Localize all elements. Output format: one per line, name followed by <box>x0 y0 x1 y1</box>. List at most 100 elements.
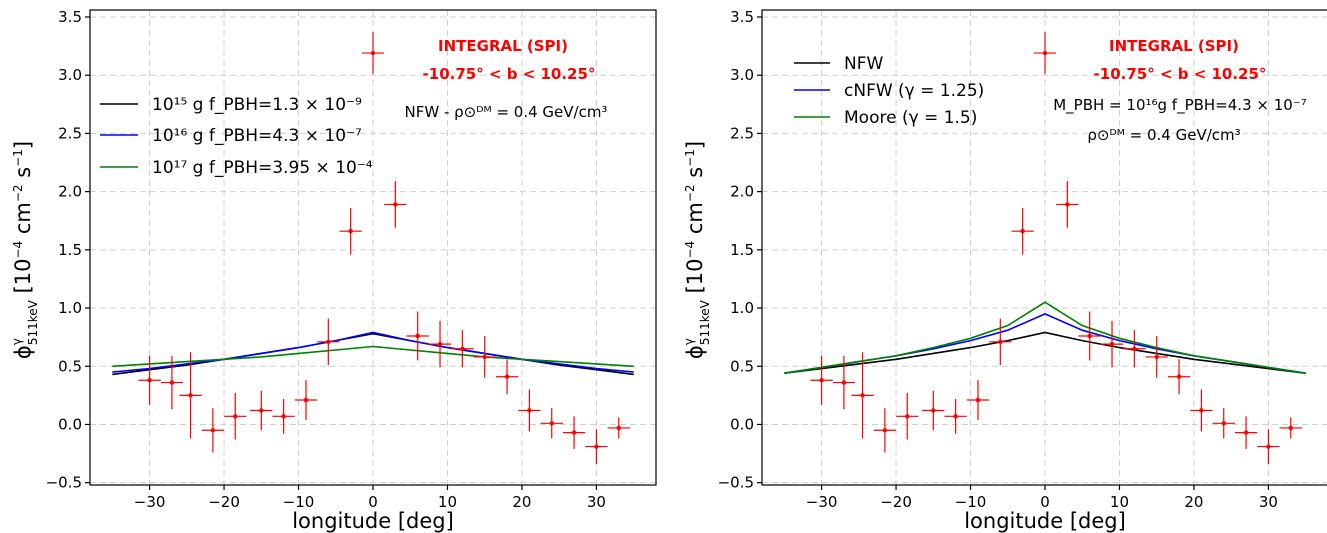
data-marker <box>819 378 824 383</box>
data-point <box>1145 335 1168 378</box>
left-legend: 10¹⁵ g f_PBH=1.3 × 10⁻⁹ 10¹⁶ g f_PBH=4.3… <box>100 95 373 178</box>
y-tick-label: 3.5 <box>730 8 754 26</box>
data-point <box>1257 429 1280 465</box>
data-marker <box>616 425 621 431</box>
legend-label-nfw: NFW <box>844 54 883 74</box>
data-point <box>1056 181 1079 228</box>
data-marker <box>210 428 216 433</box>
data-point <box>1123 330 1146 368</box>
x-tick-label: −10 <box>955 493 987 511</box>
right-instrument-label: INTEGRAL (SPI) <box>1109 37 1239 55</box>
data-point <box>451 330 474 368</box>
legend-label-moore: Moore (γ = 1.5) <box>844 108 977 128</box>
data-point <box>224 393 247 440</box>
data-marker <box>1221 421 1226 426</box>
left-panel: −30 −20 −10 0 10 20 30 −0.5 0.0 0.5 1.0 1.5 2.0 2.5 3… <box>10 8 657 533</box>
x-tick-label: 0 <box>1040 493 1050 511</box>
left-profile-info: NFW - ρ⊙ᴰᴹ = 0.4 GeV/cm³ <box>405 103 608 121</box>
y-tick-label: 0.5 <box>730 357 754 375</box>
right-x-ticks: −30 −20 −10 0 10 20 30 <box>806 485 1278 511</box>
legend-label-1e17: 10¹⁷ g f_PBH=3.95 × 10⁻⁴ <box>152 158 373 178</box>
data-point <box>339 207 362 255</box>
data-point <box>810 355 833 405</box>
y-tick-label: 3.0 <box>730 66 754 84</box>
legend-label-cnfw: cNFW (γ = 1.25) <box>844 81 984 101</box>
x-tick-label: 30 <box>1259 493 1278 511</box>
series-line-2 <box>112 345 634 368</box>
right-y-axis-label: ϕγ 511keV [10−4 cm−2 s−1] <box>682 141 712 359</box>
data-point <box>966 380 990 420</box>
data-marker <box>1132 346 1137 351</box>
right-y-ticks: −0.5 0.0 0.5 1.0 1.5 2.0 2.5 3.0 3.5 <box>718 8 762 492</box>
data-marker <box>860 393 865 398</box>
data-marker <box>1266 444 1271 449</box>
right-x-axis-label: longitude [deg] <box>964 509 1126 533</box>
data-marker <box>1087 333 1092 339</box>
data-marker <box>393 202 398 207</box>
data-point <box>540 408 563 439</box>
data-point <box>179 352 202 439</box>
data-point <box>607 417 630 439</box>
data-point <box>317 318 340 366</box>
data-point <box>922 390 945 431</box>
data-marker <box>905 414 910 419</box>
x-tick-label: 20 <box>512 493 531 511</box>
data-marker <box>998 339 1003 345</box>
data-point <box>1212 408 1235 439</box>
data-marker <box>370 50 376 56</box>
data-point <box>428 320 452 368</box>
y-tick-label: 1.0 <box>730 299 754 317</box>
y-tick-label: 3.0 <box>58 66 82 84</box>
data-marker <box>460 346 465 351</box>
y-tick-label: 0.0 <box>58 415 82 433</box>
data-point <box>562 416 586 449</box>
left-instrument-label: INTEGRAL (SPI) <box>438 37 568 55</box>
data-marker <box>1154 354 1159 360</box>
data-marker <box>233 414 238 419</box>
y-tick-label: 0.0 <box>730 415 754 433</box>
right-grid <box>762 10 1327 485</box>
data-point <box>272 398 295 434</box>
data-point <box>495 359 519 395</box>
data-point <box>473 335 496 378</box>
data-marker <box>549 421 554 426</box>
y-tick-label: 1.5 <box>730 241 754 259</box>
x-tick-label: −20 <box>880 493 912 511</box>
data-point <box>250 390 273 431</box>
data-point <box>138 355 161 405</box>
data-marker <box>1065 202 1070 207</box>
data-marker <box>1109 341 1115 347</box>
data-marker <box>169 380 175 385</box>
left-series-lines <box>112 331 634 376</box>
y-tick-label: −0.5 <box>718 474 754 492</box>
data-point <box>1279 417 1302 439</box>
x-tick-label: 10 <box>1110 493 1129 511</box>
left-grid <box>90 10 656 485</box>
data-marker <box>482 354 487 360</box>
right-density-info: ρ⊙ᴰᴹ = 0.4 GeV/cm³ <box>1087 126 1240 144</box>
data-marker <box>259 408 264 413</box>
data-marker <box>975 397 981 403</box>
right-legend: NFW cNFW (γ = 1.25) Moore (γ = 1.5) <box>794 54 984 128</box>
data-marker <box>1288 425 1293 431</box>
data-marker <box>1042 50 1048 56</box>
x-tick-label: −10 <box>283 493 315 511</box>
data-marker <box>303 397 309 403</box>
data-marker <box>348 229 353 234</box>
left-x-ticks: −30 −20 −10 0 10 20 30 <box>134 485 606 511</box>
right-panel: −30 −20 −10 0 10 20 30 −0.5 0.0 0.5 1.0 1.5 2.0 2.5 3… <box>682 8 1327 533</box>
data-marker <box>882 428 888 433</box>
data-marker <box>841 380 847 385</box>
data-marker <box>931 408 936 413</box>
right-data-points <box>810 32 1302 465</box>
data-marker <box>527 408 532 413</box>
data-marker <box>594 444 599 449</box>
data-point <box>1234 416 1258 449</box>
x-tick-label: 30 <box>587 493 606 511</box>
series-line-1 <box>112 331 634 373</box>
data-point <box>944 398 967 434</box>
data-marker <box>281 414 286 419</box>
data-point <box>1167 359 1191 395</box>
series-line-0 <box>784 331 1306 374</box>
